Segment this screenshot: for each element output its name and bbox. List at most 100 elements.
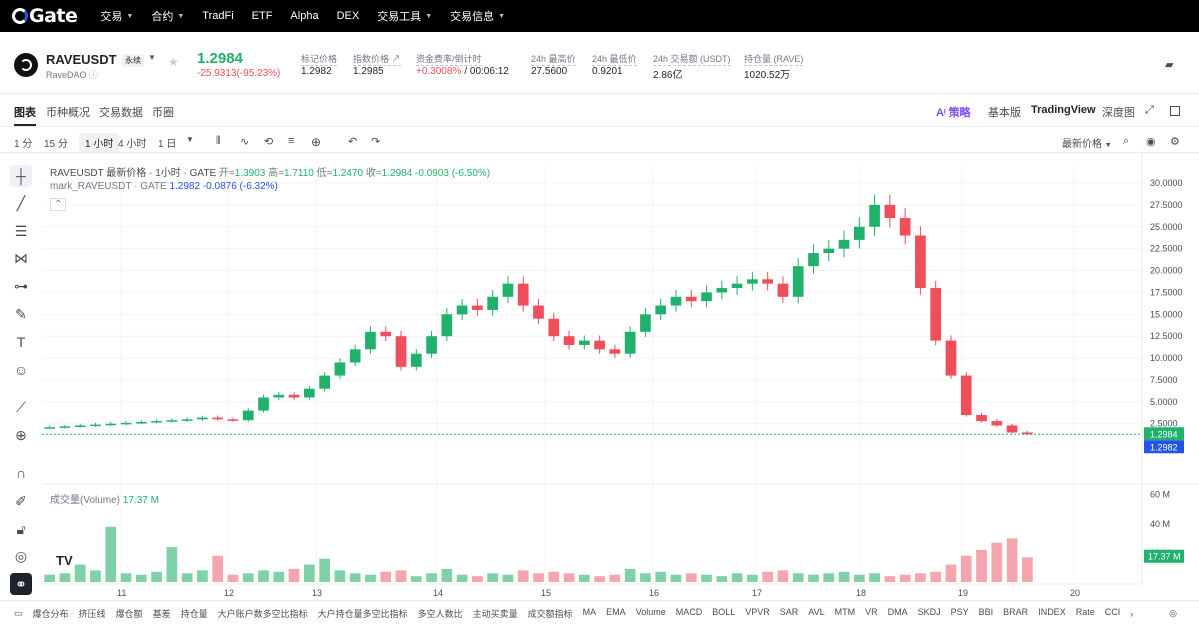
link-icon[interactable]: ⚭ xyxy=(10,573,32,595)
interval-1[interactable]: 15 分 xyxy=(44,139,68,150)
indicator-item[interactable]: INDEX xyxy=(1038,607,1066,617)
gate-logo[interactable]: Gate xyxy=(12,5,78,27)
interval-0[interactable]: 1 分 xyxy=(14,139,33,150)
nav-item-2[interactable]: TradFi xyxy=(202,8,233,24)
y-tick-label: 7.5000 xyxy=(1150,375,1178,385)
indicator-item[interactable]: 成交额指标 xyxy=(527,609,573,619)
candle-type-icon[interactable]: ⫴ xyxy=(216,135,221,147)
book-icon[interactable]: ▰ xyxy=(1165,59,1174,71)
price-mode-select[interactable]: 最新价格 ▼ xyxy=(1062,139,1112,150)
favorite-star-icon[interactable]: ★ xyxy=(168,55,179,69)
brush-icon[interactable]: ✎ xyxy=(15,305,27,322)
tab-trade-data[interactable]: 交易数据 xyxy=(99,107,143,119)
indicator-item[interactable]: CCI xyxy=(1104,607,1121,617)
candle-body xyxy=(1022,432,1033,435)
indicator-item[interactable]: AVL xyxy=(808,607,825,617)
undo-icon[interactable]: ↶ xyxy=(348,136,358,148)
strategy-button[interactable]: Aᵎ 策略 xyxy=(936,107,971,119)
add-indicator-icon[interactable]: ⊕ xyxy=(311,135,322,149)
indicator-item[interactable]: SKDJ xyxy=(917,607,941,617)
indicator-item[interactable]: 基差 xyxy=(152,609,171,619)
indicator-item[interactable]: PSY xyxy=(950,607,969,617)
indicator-item[interactable]: Rate xyxy=(1075,607,1095,617)
tab-coin-circle[interactable]: 币圈 xyxy=(152,107,174,119)
nav-item-label: ETF xyxy=(251,10,273,22)
tab-coin-overview[interactable]: 币种概况 xyxy=(46,107,90,119)
search-icon[interactable]: ⌕ xyxy=(1123,135,1130,147)
ruler-icon[interactable]: ⟋ xyxy=(16,398,26,415)
nav-item-1[interactable]: 合约 ▼ xyxy=(151,8,184,24)
indicator-item[interactable]: 多空人数比 xyxy=(417,609,463,619)
indicator-item[interactable]: MTM xyxy=(834,607,856,617)
volume-bar xyxy=(472,576,483,582)
indicator-item[interactable]: BRAR xyxy=(1003,607,1029,617)
magnet-icon[interactable]: ∩ xyxy=(15,465,27,481)
indicator-item[interactable]: 爆仓额 xyxy=(115,609,143,619)
price-chart[interactable]: 30.0000 27.5000 25.0000 22.5000 20.0000 17.50… xyxy=(0,150,1199,600)
tab-chart[interactable]: 图表 xyxy=(14,104,36,126)
indicator-item[interactable]: 大户持仓量多空比指标 xyxy=(317,609,408,619)
camera-icon[interactable]: ◉ xyxy=(1146,136,1156,148)
indicator-item[interactable]: 主动买卖量 xyxy=(472,609,518,619)
tab-tradingview[interactable]: TradingView xyxy=(1031,104,1096,116)
indicator-item[interactable]: DMA xyxy=(887,607,908,617)
indicator-item[interactable]: 持仓量 xyxy=(180,609,208,619)
interval-3[interactable]: 4 小时 xyxy=(118,139,147,150)
tab-basic[interactable]: 基本版 xyxy=(988,107,1021,119)
symbol-dropdown-icon[interactable]: ▼ xyxy=(148,53,156,62)
indicators-icon[interactable]: ∿ xyxy=(240,136,250,148)
zoom-in-icon[interactable]: ⊕ xyxy=(15,426,27,443)
indicator-item[interactable]: VR xyxy=(865,607,878,617)
indicator-item[interactable]: BOLL xyxy=(712,607,736,617)
candle-body xyxy=(74,425,86,427)
scroll-right-icon[interactable]: › xyxy=(1130,608,1134,619)
candle-body xyxy=(701,292,712,302)
indicator-item[interactable]: VPVR xyxy=(745,607,770,617)
indicator-item[interactable]: 爆仓分布 xyxy=(32,609,69,619)
symbol-name[interactable]: RAVEUSDT xyxy=(46,52,117,67)
pattern-icon[interactable]: ⋈ xyxy=(14,249,28,266)
compare-icon[interactable]: ⟲ xyxy=(264,136,274,148)
redo-icon[interactable]: ↷ xyxy=(371,136,381,148)
horizontal-lines-icon[interactable]: ☰ xyxy=(14,222,28,239)
nav-item-0[interactable]: 交易 ▼ xyxy=(100,8,133,24)
trend-line-icon[interactable]: ╱ xyxy=(16,194,26,211)
visibility-eye-icon[interactable]: ◎ xyxy=(14,547,28,564)
indicator-item[interactable]: SAR xyxy=(779,607,799,617)
expand-icon[interactable]: ⤢ xyxy=(1145,104,1154,116)
emoji-icon[interactable]: ☺ xyxy=(13,362,29,378)
window-icon[interactable] xyxy=(1170,106,1180,116)
settings-gear-icon[interactable]: ⚙ xyxy=(1170,136,1180,148)
candle-body xyxy=(517,283,529,306)
nav-item-7[interactable]: 交易信息 ▼ xyxy=(450,8,505,24)
nav-item-6[interactable]: 交易工具 ▼ xyxy=(377,8,432,24)
nav-item-5[interactable]: DEX xyxy=(337,8,360,24)
fib-icon[interactable]: ⊶ xyxy=(14,277,28,294)
indicator-item[interactable]: EMA xyxy=(606,607,626,617)
ticker-bar xyxy=(0,32,1199,94)
collapse-legend-button[interactable]: ⌃ xyxy=(50,198,67,211)
indicator-item[interactable]: BBI xyxy=(978,607,994,617)
tab-depth[interactable]: 深度图 xyxy=(1102,107,1135,119)
text-tool-icon[interactable]: T xyxy=(16,334,26,350)
volume-bar xyxy=(945,564,957,582)
calendar-icon[interactable]: ▭ xyxy=(14,608,23,618)
interval-2[interactable]: 1 小时 xyxy=(79,133,120,152)
lock-drawing-icon[interactable]: ✐ xyxy=(15,492,27,509)
indicator-item[interactable]: 挤压线 xyxy=(78,609,106,619)
candle-body xyxy=(334,362,346,376)
candle-body xyxy=(609,349,621,354)
candle-body xyxy=(258,397,269,411)
indicator-item[interactable]: 大户账户数多空比指标 xyxy=(217,609,308,619)
interval-4[interactable]: 1 日 xyxy=(158,139,177,150)
templates-icon[interactable]: ≡ xyxy=(288,135,295,147)
interval-dropdown-icon[interactable]: ▼ xyxy=(186,135,194,144)
target-icon[interactable]: ◎ xyxy=(1169,608,1177,618)
nav-item-4[interactable]: Alpha xyxy=(290,8,318,24)
indicator-item[interactable]: MA xyxy=(582,607,597,617)
indicator-item[interactable]: MACD xyxy=(675,607,703,617)
lock-icon[interactable]: 🔓︎ xyxy=(16,520,26,537)
nav-item-3[interactable]: ETF xyxy=(252,8,273,24)
indicator-item[interactable]: Volume xyxy=(635,607,666,617)
crosshair-icon[interactable]: ┼ xyxy=(10,165,32,187)
